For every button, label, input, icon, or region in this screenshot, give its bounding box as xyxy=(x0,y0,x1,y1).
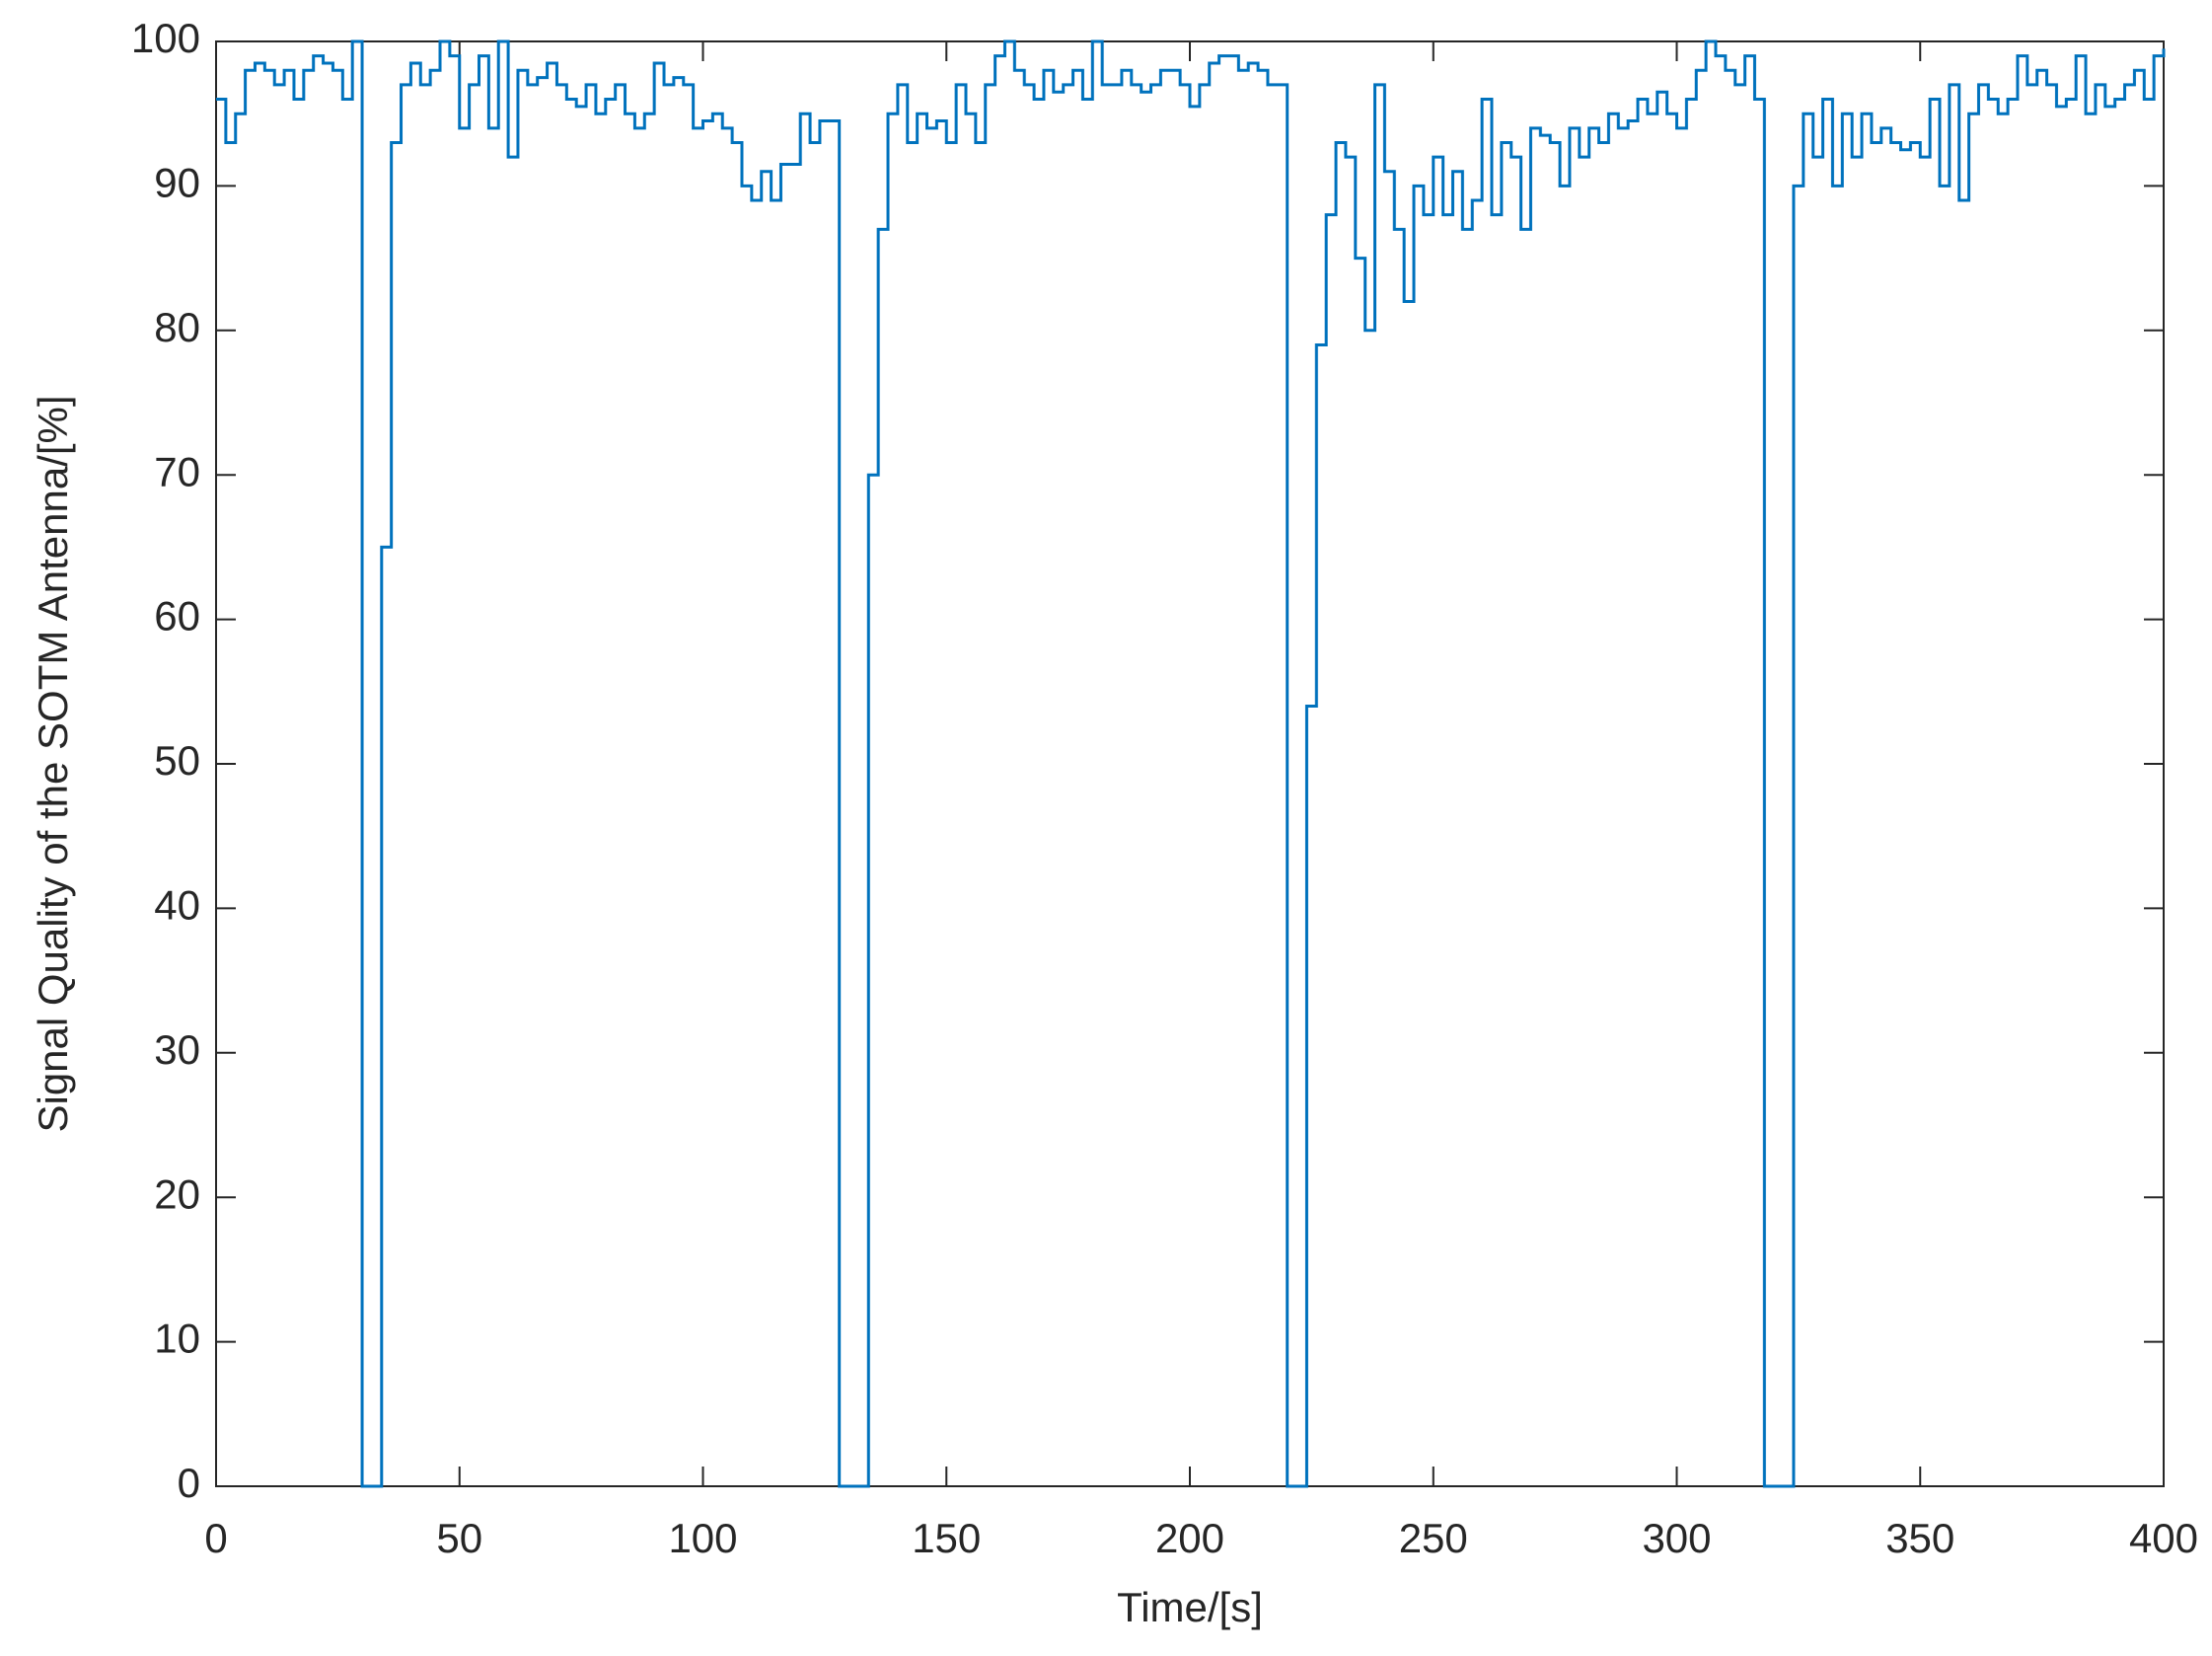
x-tick-label: 350 xyxy=(1885,1515,1954,1561)
y-tick-label: 70 xyxy=(154,448,200,494)
y-tick-label: 80 xyxy=(154,304,200,350)
x-tick-label: 50 xyxy=(436,1515,482,1561)
x-tick-label: 0 xyxy=(204,1515,227,1561)
axes-box xyxy=(215,40,2165,1487)
y-tick-label: 10 xyxy=(154,1316,200,1362)
signal-line xyxy=(216,39,2166,1488)
y-tick-label: 60 xyxy=(154,593,200,640)
y-tick-label: 40 xyxy=(154,881,200,928)
x-tick-label: 150 xyxy=(912,1515,981,1561)
x-axis-label: Time/[s] xyxy=(1117,1584,1263,1630)
x-tick-label: 200 xyxy=(1155,1515,1224,1561)
x-tick-label: 400 xyxy=(2129,1515,2198,1561)
x-tick-label: 300 xyxy=(1642,1515,1711,1561)
y-axis-label: Signal Quality of the SOTM Antenna/[%] xyxy=(30,395,76,1132)
y-tick-label: 20 xyxy=(154,1170,200,1217)
y-tick-label: 30 xyxy=(154,1026,200,1073)
x-tick-label: 100 xyxy=(668,1515,737,1561)
x-tick-label: 250 xyxy=(1399,1515,1468,1561)
y-tick-label: 50 xyxy=(154,737,200,784)
y-tick-label: 0 xyxy=(178,1460,200,1506)
y-tick-label: 90 xyxy=(154,159,200,205)
y-tick-label: 100 xyxy=(131,15,200,61)
